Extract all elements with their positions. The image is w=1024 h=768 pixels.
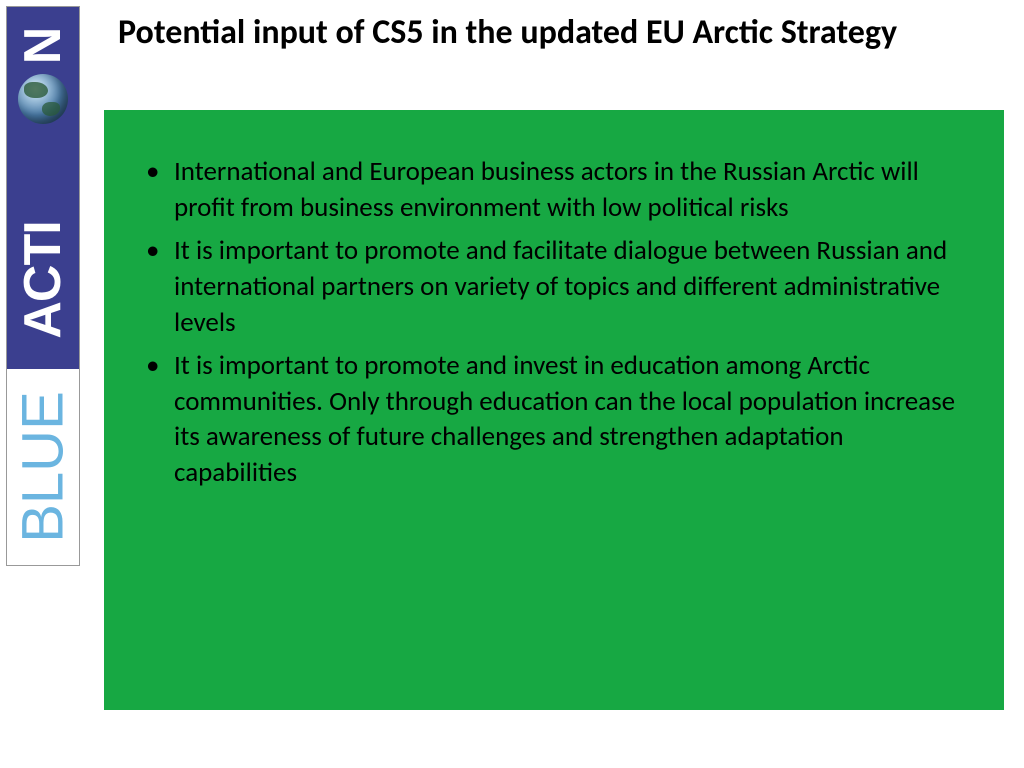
logo-blue-section: BLUE — [7, 369, 79, 565]
content-box: International and European business acto… — [104, 110, 1004, 710]
logo-action-text-pre: ACTI — [13, 221, 73, 338]
logo-action-text-post: N — [13, 28, 73, 65]
bullet-list: International and European business acto… — [140, 154, 968, 491]
logo-sidebar: BLUE ACTI N — [6, 6, 80, 566]
bullet-item: International and European business acto… — [140, 154, 968, 225]
slide-title: Potential input of CS5 in the updated EU… — [118, 12, 978, 55]
bullet-item: It is important to promote and invest in… — [140, 348, 968, 491]
logo-action-section: ACTI N — [7, 7, 79, 369]
logo-blue-text: BLUE — [10, 391, 77, 543]
bullet-item: It is important to promote and facilitat… — [140, 233, 968, 340]
globe-icon — [18, 74, 68, 124]
